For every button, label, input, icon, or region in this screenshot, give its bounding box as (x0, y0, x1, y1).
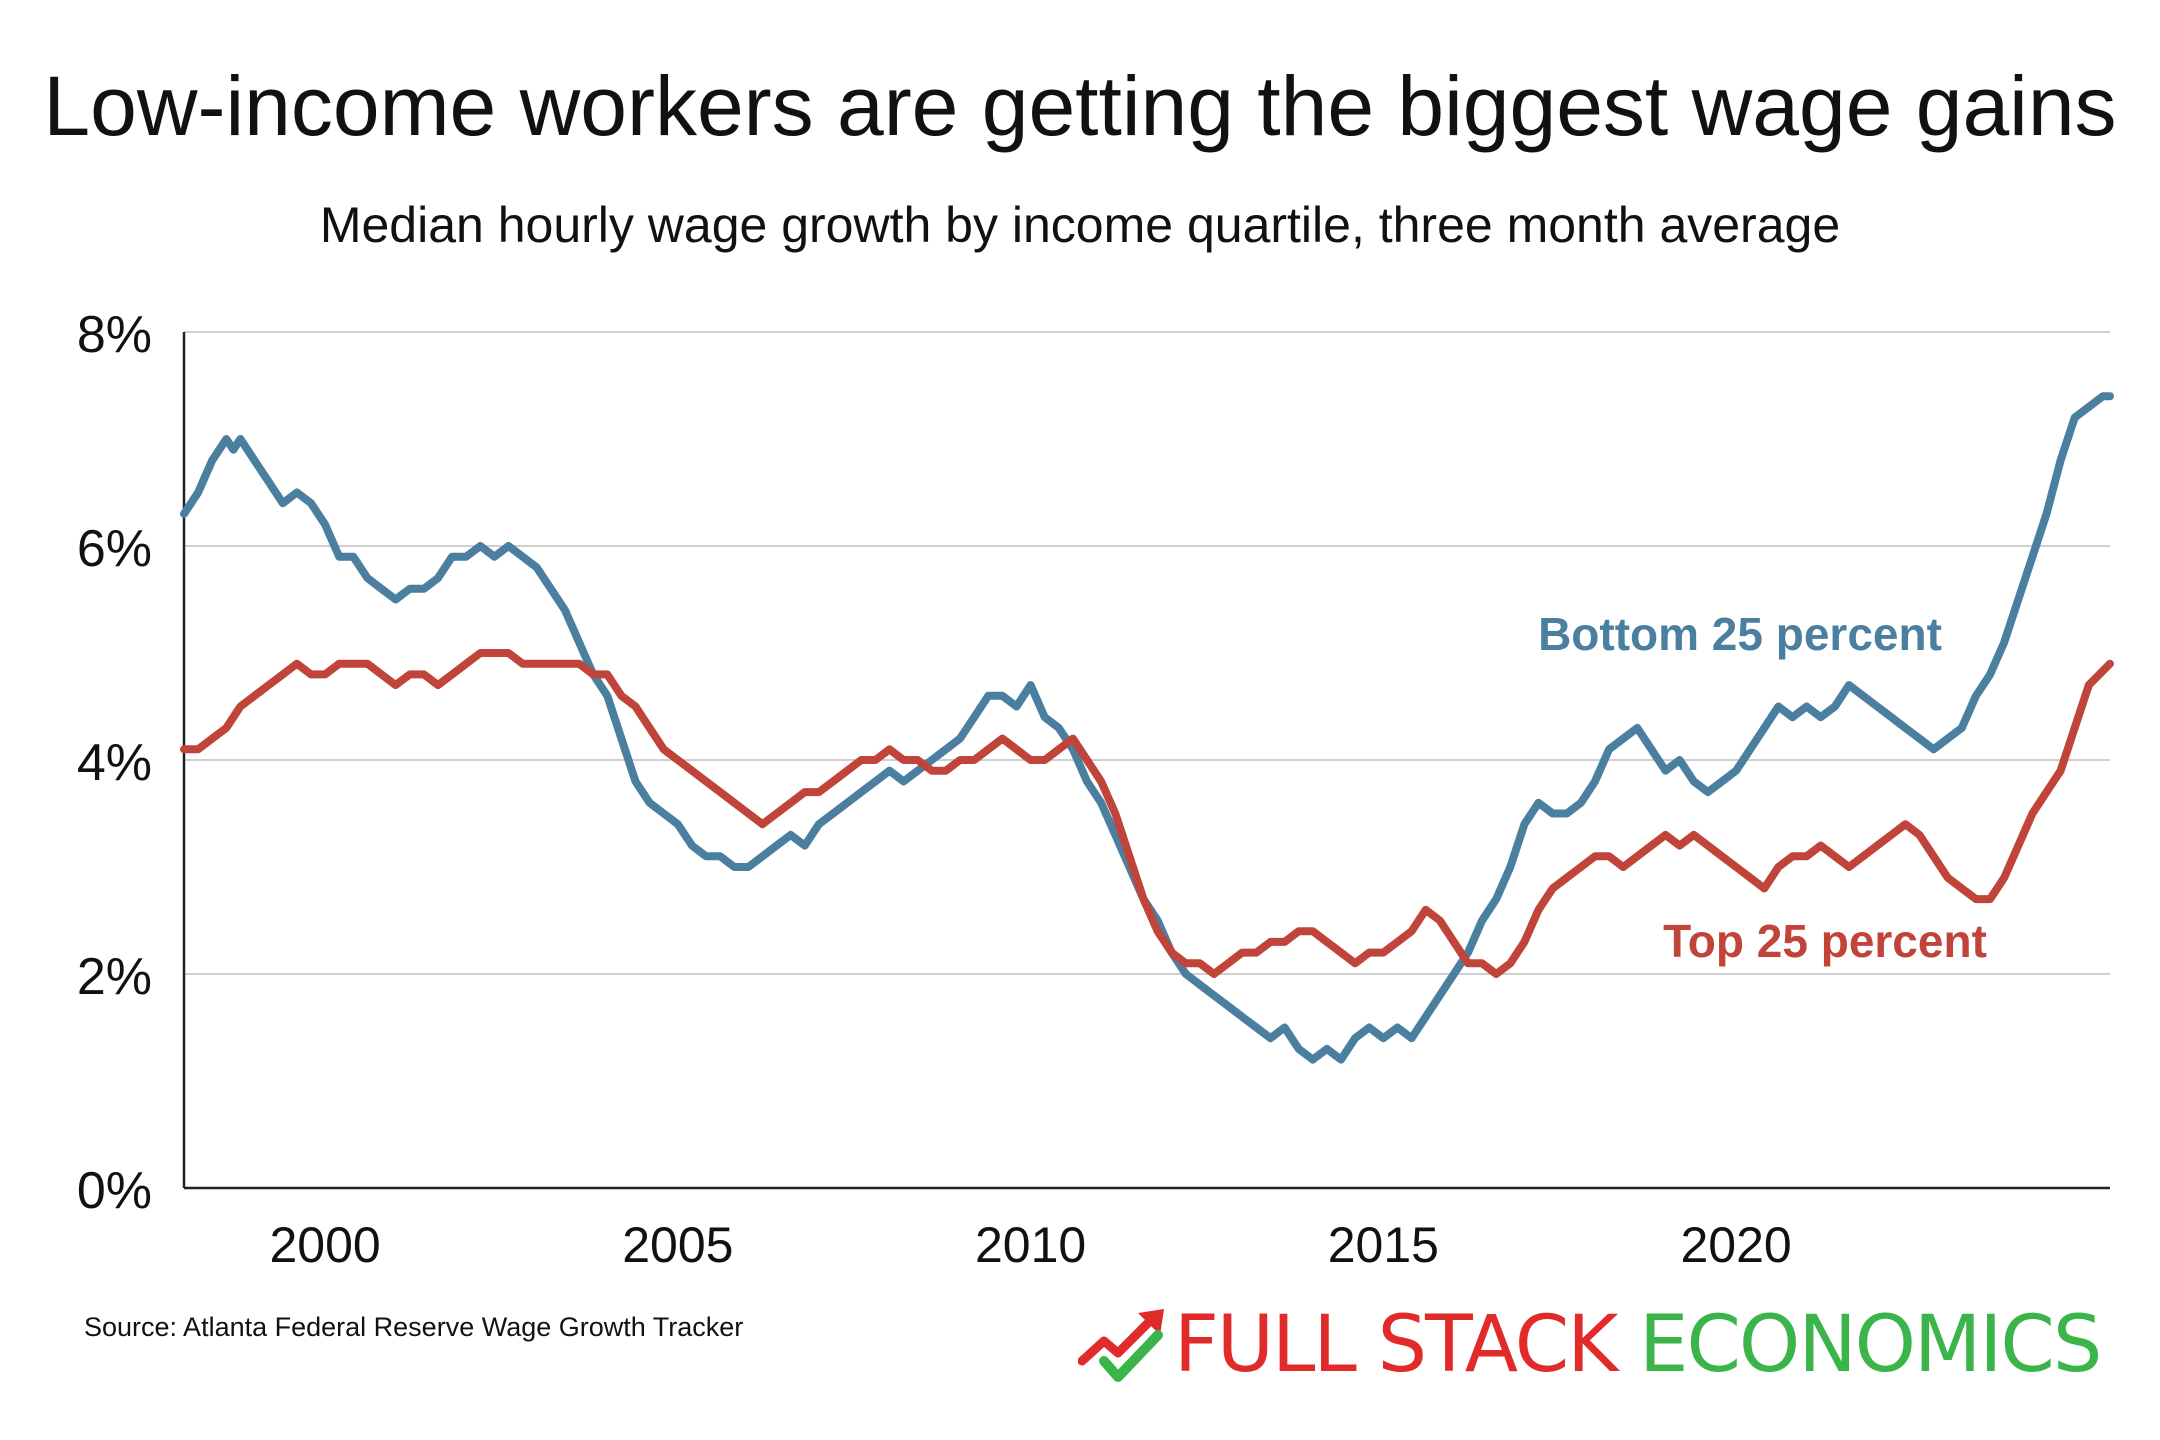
logo-wordmark: FULL STACK ECONOMICS (1174, 1300, 2102, 1390)
x-tick-label: 2015 (1328, 1217, 1439, 1273)
series-line-top-25 (180, 649, 2114, 978)
y-tick-label: 6% (77, 520, 152, 578)
grid-lines (184, 331, 2110, 975)
logo-full-stack: FULL STACK (1174, 1300, 1618, 1390)
logo-economics: ECONOMICS (1639, 1300, 2102, 1390)
x-axis-tick-labels: 2000 2005 2010 2015 2020 (269, 1217, 1791, 1273)
y-tick-label: 4% (77, 734, 152, 792)
chart-title: Low-income workers are getting the bigge… (43, 59, 2117, 153)
y-tick-label: 8% (77, 306, 152, 364)
x-tick-label: 2010 (975, 1217, 1086, 1273)
series-lines (180, 392, 2114, 1064)
source-note: Source: Atlanta Federal Reserve Wage Gro… (84, 1312, 744, 1342)
brand-logo: FULL STACK ECONOMICS (1078, 1300, 2102, 1390)
series-annotation: Top 25 percent (1663, 915, 1987, 967)
trend-arrow-check-icon (1078, 1309, 1164, 1382)
y-axis-tick-labels: 0% 2% 4% 6% 8% (77, 306, 152, 1220)
series-annotation: Bottom 25 percent (1538, 608, 1942, 660)
axes (182, 332, 2110, 1190)
x-tick-label: 2005 (622, 1217, 733, 1273)
series-annotations: Bottom 25 percent Top 25 percent (1538, 608, 1987, 967)
x-tick-label: 2000 (269, 1217, 380, 1273)
x-tick-label: 2020 (1680, 1217, 1791, 1273)
y-tick-label: 0% (77, 1162, 152, 1220)
chart-subtitle: Median hourly wage growth by income quar… (319, 197, 1841, 253)
y-tick-label: 2% (77, 948, 152, 1006)
